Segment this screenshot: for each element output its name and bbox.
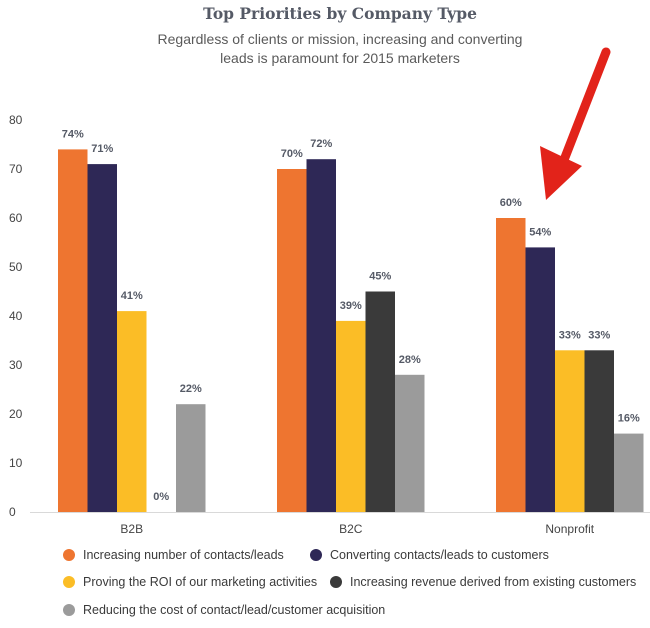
chart-subtitle: Regardless of clients or mission, increa… (0, 30, 650, 68)
bar (176, 404, 206, 512)
bar (277, 169, 307, 512)
y-tick-label: 80 (9, 113, 23, 127)
x-tick-label: Nonprofit (545, 522, 594, 536)
bar-series-group (58, 149, 644, 512)
data-label: 74% (62, 128, 84, 140)
arrow-head (540, 146, 582, 200)
y-tick-label: 60 (9, 211, 23, 225)
y-tick-label: 40 (9, 309, 23, 323)
y-tick-label: 70 (9, 162, 23, 176)
bar (525, 247, 555, 512)
data-label: 22% (180, 383, 202, 395)
bar (496, 218, 526, 512)
bar (395, 374, 425, 512)
data-label: 71% (91, 143, 113, 155)
bar (584, 350, 614, 512)
data-label: 41% (121, 290, 143, 302)
y-axis: 0 10 20 30 40 50 60 70 80 (9, 113, 23, 519)
y-tick-label: 20 (9, 407, 23, 421)
bar (336, 320, 366, 512)
y-tick-label: 30 (9, 358, 23, 372)
subtitle-line-2: leads is paramount for 2015 marketers (220, 50, 460, 66)
data-label: 72% (310, 138, 332, 150)
x-axis: B2B B2C Nonprofit (30, 512, 650, 536)
bar (555, 350, 585, 512)
data-label: 45% (369, 271, 391, 283)
data-label: 0% (153, 491, 169, 503)
data-label: 28% (399, 354, 421, 366)
subtitle-line-1: Regardless of clients or mission, increa… (157, 31, 523, 47)
arrow-shaft (559, 47, 611, 165)
bar (58, 149, 88, 512)
data-label: 33% (559, 329, 581, 341)
x-tick-label: B2C (339, 522, 363, 536)
y-tick-label: 50 (9, 260, 23, 274)
data-label: 16% (618, 413, 640, 425)
y-tick-label: 0 (9, 505, 16, 519)
chart-title: Top Priorities by Company Type (203, 4, 477, 23)
bar (614, 433, 644, 512)
bar (87, 164, 117, 512)
bar (306, 159, 336, 512)
data-label: 54% (529, 226, 551, 238)
x-tick-label: B2B (120, 522, 143, 536)
bar (117, 311, 147, 512)
y-tick-label: 10 (9, 456, 23, 470)
value-labels: 74% 70% 60% 71% 72% 54% 41% 39% 33% 0% 45% 33% 22% 28… (62, 128, 640, 503)
data-label: 60% (500, 197, 522, 209)
data-label: 33% (588, 329, 610, 341)
data-label: 39% (340, 300, 362, 312)
data-label: 70% (281, 148, 303, 160)
bar (365, 291, 395, 512)
